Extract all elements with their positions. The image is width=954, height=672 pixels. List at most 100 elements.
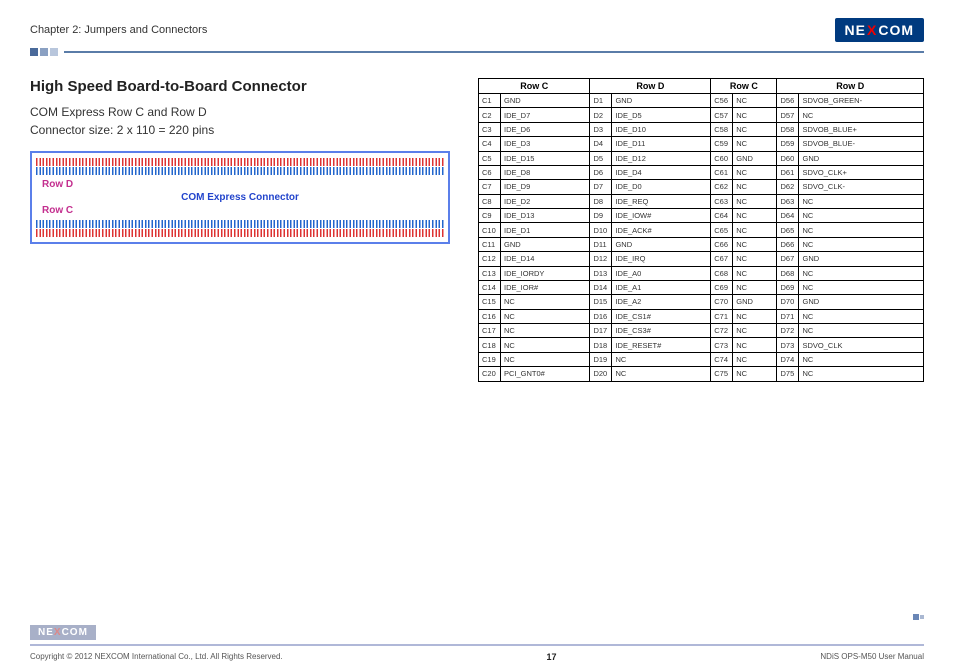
pin-signal-cell: NC (733, 180, 777, 194)
pin-signal-cell: GND (612, 94, 711, 108)
pin-id-cell: D18 (590, 338, 612, 352)
section-title: High Speed Board-to-Board Connector (30, 78, 450, 95)
pin-id-cell: C6 (479, 165, 501, 179)
pin-id-cell: C18 (479, 338, 501, 352)
pin-signal-cell: IDE_D14 (501, 252, 590, 266)
pin-signal-cell: NC (612, 367, 711, 381)
table-row: C17NCD17IDE_CS3#C72NCD72NC (479, 324, 924, 338)
th-rowc-2: Row C (711, 79, 777, 94)
pin-signal-cell: NC (799, 108, 924, 122)
logo-post: COM (878, 22, 914, 38)
subtitle-1: COM Express Row C and Row D (30, 105, 450, 119)
pin-row-bottom-blue (36, 220, 444, 228)
pin-signal-cell: SDVO_CLK- (799, 180, 924, 194)
pin-signal-cell: IDE_D10 (612, 122, 711, 136)
pin-signal-cell: IDE_IOR# (501, 280, 590, 294)
pin-id-cell: D67 (777, 252, 799, 266)
pin-signal-cell: NC (733, 194, 777, 208)
pin-signal-cell: IDE_D3 (501, 137, 590, 151)
manual-name: NDiS OPS-M50 User Manual (820, 652, 924, 662)
pin-id-cell: C72 (711, 324, 733, 338)
pin-signal-cell: NC (733, 252, 777, 266)
pin-id-cell: C59 (711, 137, 733, 151)
pin-id-cell: D63 (777, 194, 799, 208)
pin-id-cell: D20 (590, 367, 612, 381)
pin-signal-cell: GND (612, 237, 711, 251)
pin-signal-cell: IDE_D2 (501, 194, 590, 208)
pin-signal-cell: NC (733, 237, 777, 251)
pin-signal-cell: NC (612, 352, 711, 366)
pin-id-cell: C67 (711, 252, 733, 266)
pin-id-cell: C10 (479, 223, 501, 237)
pin-signal-cell: IDE_A0 (612, 266, 711, 280)
pin-signal-cell: NC (733, 223, 777, 237)
chapter-title: Chapter 2: Jumpers and Connectors (30, 24, 207, 36)
pin-id-cell: C12 (479, 252, 501, 266)
pin-signal-cell: NC (799, 223, 924, 237)
pin-signal-cell: NC (733, 352, 777, 366)
pin-id-cell: D1 (590, 94, 612, 108)
pin-id-cell: D2 (590, 108, 612, 122)
pin-signal-cell: GND (501, 237, 590, 251)
table-row: C16NCD16IDE_CS1#C71NCD71NC (479, 309, 924, 323)
connector-label: COM Express Connector (36, 192, 444, 203)
pin-signal-cell: IDE_D15 (501, 151, 590, 165)
table-row: C5IDE_D15D5IDE_D12C60GNDD60GND (479, 151, 924, 165)
pin-id-cell: D7 (590, 180, 612, 194)
pin-id-cell: D3 (590, 122, 612, 136)
table-row: C1GNDD1GNDC56NCD56SDVOB_GREEN- (479, 94, 924, 108)
pin-id-cell: D72 (777, 324, 799, 338)
pin-id-cell: D9 (590, 209, 612, 223)
pin-id-cell: D58 (777, 122, 799, 136)
pin-signal-cell: SDVOB_GREEN- (799, 94, 924, 108)
pin-signal-cell: GND (799, 151, 924, 165)
pin-signal-cell: NC (733, 338, 777, 352)
pin-id-cell: C14 (479, 280, 501, 294)
pin-signal-cell: IDE_D9 (501, 180, 590, 194)
pin-signal-cell: IDE_IRQ (612, 252, 711, 266)
pin-id-cell: C64 (711, 209, 733, 223)
pin-id-cell: D60 (777, 151, 799, 165)
pin-id-cell: C60 (711, 151, 733, 165)
table-row: C19NCD19NCC74NCD74NC (479, 352, 924, 366)
pin-signal-cell: NC (799, 280, 924, 294)
table-row: C15NCD15IDE_A2C70GNDD70GND (479, 295, 924, 309)
subtitle-2: Connector size: 2 x 110 = 220 pins (30, 123, 450, 137)
pin-row-bottom-red (36, 229, 444, 237)
pin-id-cell: C69 (711, 280, 733, 294)
pin-id-cell: D62 (777, 180, 799, 194)
page-number: 17 (547, 652, 557, 662)
table-row: C6IDE_D8D6IDE_D4C61NCD61SDVO_CLK+ (479, 165, 924, 179)
pin-table: Row C Row D Row C Row D C1GNDD1GNDC56NCD… (478, 78, 924, 382)
pin-signal-cell: NC (733, 122, 777, 136)
pin-signal-cell: GND (799, 295, 924, 309)
pin-signal-cell: IDE_A2 (612, 295, 711, 309)
logo-x: X (866, 22, 878, 38)
pin-id-cell: C74 (711, 352, 733, 366)
pin-id-cell: D68 (777, 266, 799, 280)
pin-id-cell: C5 (479, 151, 501, 165)
footer-decorative-squares (913, 614, 924, 620)
pin-id-cell: D56 (777, 94, 799, 108)
pin-signal-cell: NC (799, 367, 924, 381)
pin-signal-cell: NC (501, 324, 590, 338)
table-row: C3IDE_D6D3IDE_D10C58NCD58SDVOB_BLUE+ (479, 122, 924, 136)
pin-signal-cell: IDE_D4 (612, 165, 711, 179)
table-row: C12IDE_D14D12IDE_IRQC67NCD67GND (479, 252, 924, 266)
pin-signal-cell: GND (733, 295, 777, 309)
pin-signal-cell: NC (733, 309, 777, 323)
pin-id-cell: D64 (777, 209, 799, 223)
pin-signal-cell: NC (799, 309, 924, 323)
pin-id-cell: C17 (479, 324, 501, 338)
pin-id-cell: D71 (777, 309, 799, 323)
pin-id-cell: C3 (479, 122, 501, 136)
pin-signal-cell: IDE_D7 (501, 108, 590, 122)
th-rowd-2: Row D (777, 79, 924, 94)
pin-signal-cell: IDE_RESET# (612, 338, 711, 352)
pin-id-cell: C63 (711, 194, 733, 208)
pin-id-cell: D13 (590, 266, 612, 280)
pin-signal-cell: GND (799, 252, 924, 266)
table-row: C7IDE_D9D7IDE_D0C62NCD62SDVO_CLK- (479, 180, 924, 194)
pin-signal-cell: IDE_CS3# (612, 324, 711, 338)
pin-id-cell: D75 (777, 367, 799, 381)
